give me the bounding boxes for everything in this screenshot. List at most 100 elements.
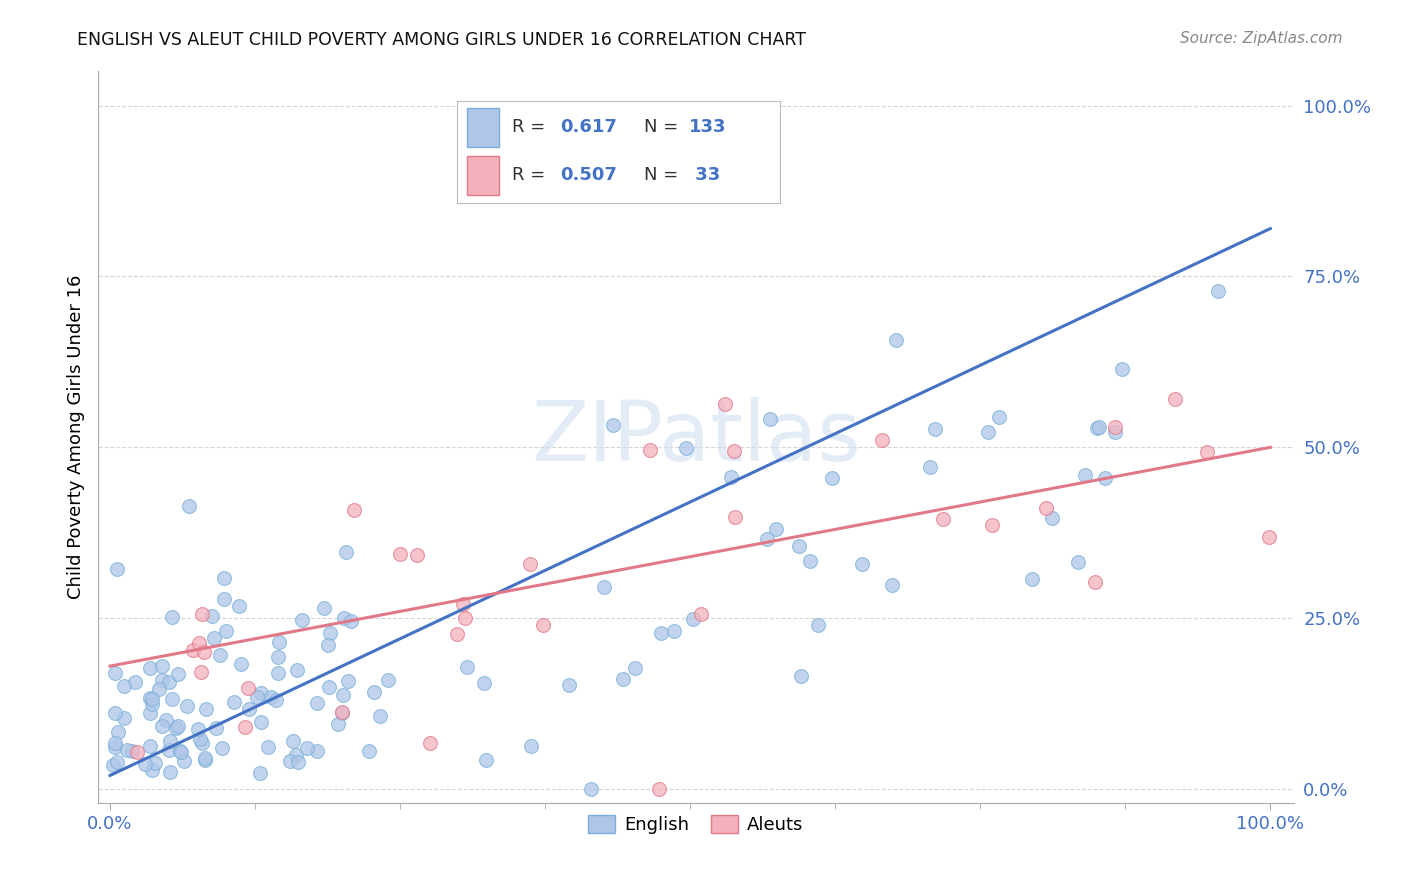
Point bbox=[724, 510, 747, 524]
Point bbox=[662, 624, 685, 639]
Point bbox=[723, 444, 745, 458]
Point bbox=[851, 558, 873, 572]
Point bbox=[105, 562, 128, 576]
Point bbox=[335, 544, 357, 558]
Point bbox=[228, 599, 250, 614]
Point bbox=[193, 645, 215, 659]
Point bbox=[328, 717, 350, 731]
Point bbox=[377, 673, 399, 687]
Point bbox=[194, 753, 217, 767]
Point bbox=[872, 433, 894, 447]
Point bbox=[176, 698, 198, 713]
Point bbox=[267, 665, 290, 680]
Point bbox=[453, 598, 475, 612]
Point bbox=[157, 675, 180, 690]
Point bbox=[141, 763, 163, 777]
Point bbox=[177, 499, 200, 513]
Point bbox=[307, 744, 329, 758]
Point bbox=[214, 591, 236, 606]
Point bbox=[143, 756, 166, 771]
Point bbox=[1084, 574, 1107, 589]
Point bbox=[1021, 572, 1043, 586]
Point bbox=[318, 680, 340, 694]
Point bbox=[124, 675, 146, 690]
Point bbox=[924, 422, 946, 436]
Point bbox=[249, 765, 271, 780]
Point bbox=[714, 397, 737, 411]
Point bbox=[104, 706, 127, 720]
Point bbox=[150, 673, 173, 687]
Point bbox=[155, 713, 177, 727]
Text: ZIPatlas: ZIPatlas bbox=[531, 397, 860, 477]
Point bbox=[205, 722, 228, 736]
Point bbox=[246, 690, 269, 705]
Point bbox=[405, 548, 427, 562]
Point bbox=[150, 658, 173, 673]
Point bbox=[454, 611, 477, 625]
Point bbox=[148, 682, 170, 697]
Point bbox=[165, 721, 187, 735]
Point bbox=[981, 518, 1004, 533]
Point bbox=[690, 607, 713, 621]
Point bbox=[167, 666, 190, 681]
Point bbox=[202, 631, 225, 645]
Point bbox=[160, 610, 183, 624]
Point bbox=[419, 736, 441, 750]
Point bbox=[159, 765, 181, 780]
Point bbox=[312, 600, 335, 615]
Point bbox=[340, 615, 363, 629]
Y-axis label: Child Poverty Among Girls Under 16: Child Poverty Among Girls Under 16 bbox=[66, 275, 84, 599]
Point bbox=[675, 442, 697, 456]
Point bbox=[229, 657, 252, 672]
Point bbox=[267, 650, 290, 665]
Point bbox=[250, 685, 273, 699]
Point bbox=[188, 731, 211, 746]
Point bbox=[305, 697, 328, 711]
Point bbox=[150, 719, 173, 733]
Point bbox=[1104, 420, 1126, 434]
Point bbox=[170, 745, 193, 759]
Point bbox=[194, 750, 217, 764]
Point bbox=[1067, 555, 1090, 569]
Point bbox=[107, 725, 129, 739]
Point bbox=[264, 692, 287, 706]
Point bbox=[1111, 361, 1133, 376]
Point bbox=[612, 672, 634, 686]
Point bbox=[807, 617, 830, 632]
Point bbox=[103, 758, 125, 772]
Point bbox=[250, 715, 273, 730]
Point bbox=[456, 660, 478, 674]
Point bbox=[121, 744, 143, 758]
Point bbox=[187, 635, 209, 649]
Point bbox=[105, 755, 128, 769]
Point bbox=[602, 418, 624, 433]
Point bbox=[104, 736, 127, 750]
Point bbox=[592, 580, 614, 594]
Text: ENGLISH VS ALEUT CHILD POVERTY AMONG GIRLS UNDER 16 CORRELATION CHART: ENGLISH VS ALEUT CHILD POVERTY AMONG GIR… bbox=[77, 31, 806, 49]
Point bbox=[104, 739, 127, 754]
Point bbox=[755, 532, 778, 546]
Point bbox=[257, 740, 280, 755]
Point bbox=[283, 734, 305, 748]
Point bbox=[112, 711, 135, 725]
Point bbox=[932, 512, 955, 526]
Point bbox=[880, 578, 903, 592]
Point bbox=[187, 722, 209, 736]
Point bbox=[134, 757, 156, 772]
Point bbox=[190, 607, 212, 621]
Point bbox=[194, 702, 217, 716]
Point bbox=[531, 617, 554, 632]
Point bbox=[332, 706, 354, 720]
Point bbox=[169, 743, 191, 757]
Point bbox=[318, 626, 340, 640]
Point bbox=[343, 502, 366, 516]
Point bbox=[285, 747, 308, 762]
Point bbox=[519, 558, 541, 572]
Point bbox=[976, 425, 998, 440]
Point bbox=[190, 736, 212, 750]
Point bbox=[332, 688, 354, 702]
Point bbox=[297, 741, 319, 756]
Point bbox=[212, 571, 235, 585]
Point bbox=[138, 739, 160, 754]
Point bbox=[558, 678, 581, 692]
